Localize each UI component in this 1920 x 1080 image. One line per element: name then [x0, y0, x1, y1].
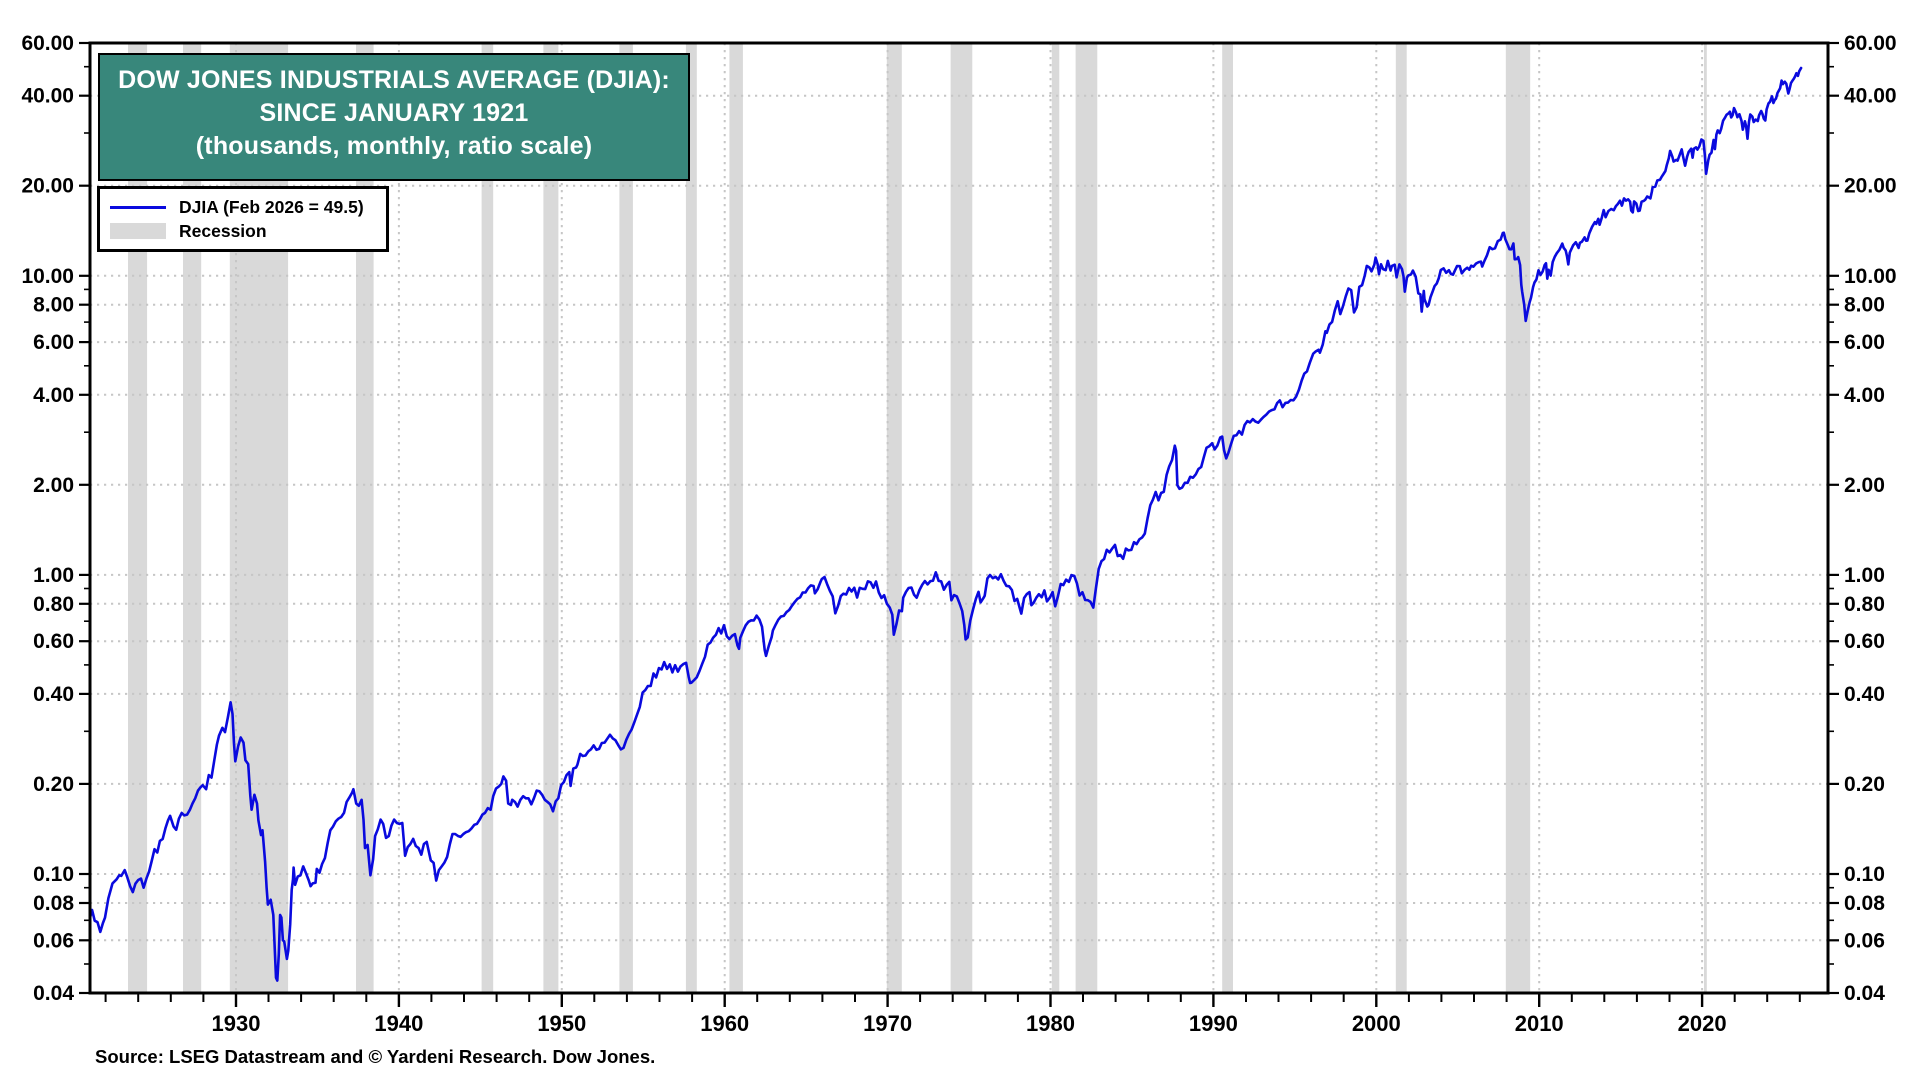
y-axis-label-left: 0.08 — [33, 892, 74, 915]
x-axis-label: 1990 — [1189, 1011, 1238, 1036]
recession-band — [685, 43, 697, 993]
recession-band — [729, 43, 743, 993]
recession-band — [356, 43, 374, 993]
recession-band — [128, 43, 148, 993]
y-axis-label-left: 0.04 — [33, 982, 74, 1005]
x-axis-label: 1960 — [700, 1011, 749, 1036]
y-axis-label-left: 0.80 — [33, 593, 74, 616]
y-axis-label-left: 8.00 — [33, 294, 74, 317]
y-axis-label-right: 0.60 — [1844, 630, 1885, 653]
y-axis-label-right: 8.00 — [1844, 294, 1885, 317]
y-axis-label-left: 10.00 — [21, 265, 74, 288]
y-axis-label-left: 0.60 — [33, 630, 74, 653]
legend-row-djia: DJIA (Feb 2026 = 49.5) — [110, 197, 376, 218]
x-axis-label: 1930 — [212, 1011, 261, 1036]
y-axis-label-right: 0.40 — [1844, 683, 1885, 706]
y-axis-label-left: 1.00 — [33, 564, 74, 587]
x-axis-label: 2010 — [1515, 1011, 1564, 1036]
recession-band — [886, 43, 902, 993]
chart-title-box: DOW JONES INDUSTRIALS AVERAGE (DJIA): SI… — [98, 53, 690, 181]
legend-row-recession: Recession — [110, 221, 376, 242]
x-axis-label: 2020 — [1678, 1011, 1727, 1036]
y-axis-label-left: 20.00 — [21, 175, 74, 198]
legend-box: DJIA (Feb 2026 = 49.5) Recession — [97, 186, 389, 252]
y-axis-label-right: 0.80 — [1844, 593, 1885, 616]
x-axis-label: 1950 — [537, 1011, 586, 1036]
y-axis-label-left: 0.06 — [33, 929, 74, 952]
y-axis-label-right: 0.06 — [1844, 929, 1885, 952]
legend-recession-label: Recession — [179, 220, 267, 241]
recession-band — [619, 43, 633, 993]
y-axis-label-left: 60.00 — [21, 32, 74, 55]
y-axis-label-left: 0.40 — [33, 683, 74, 706]
y-axis-label-right: 60.00 — [1844, 32, 1897, 55]
recession-band — [1222, 43, 1233, 993]
legend-djia-label: DJIA (Feb 2026 = 49.5) — [179, 196, 364, 217]
recession-band — [1075, 43, 1098, 993]
chart-title-line-3: (thousands, monthly, ratio scale) — [195, 132, 593, 160]
recession-swatch — [110, 223, 166, 239]
recession-band — [1505, 43, 1531, 993]
x-axis-label: 1940 — [374, 1011, 423, 1036]
djia-series-line — [88, 66, 1803, 982]
x-axis-label: 1980 — [1026, 1011, 1075, 1036]
recession-band — [950, 43, 973, 993]
recession-band — [1051, 43, 1060, 993]
y-axis-label-left: 4.00 — [33, 384, 74, 407]
y-axis-label-right: 0.04 — [1844, 982, 1885, 1005]
y-axis-label-right: 6.00 — [1844, 331, 1885, 354]
y-axis-label-right: 0.08 — [1844, 892, 1885, 915]
y-axis-label-right: 1.00 — [1844, 564, 1885, 587]
recession-band — [1704, 43, 1707, 993]
x-axis-label: 2000 — [1352, 1011, 1401, 1036]
y-axis-label-right: 2.00 — [1844, 474, 1885, 497]
plot-border — [88, 41, 1830, 995]
y-axis-label-left: 2.00 — [33, 474, 74, 497]
y-axis-label-right: 4.00 — [1844, 384, 1885, 407]
y-axis-label-right: 20.00 — [1844, 175, 1897, 198]
source-note: Source: LSEG Datastream and © Yardeni Re… — [95, 1046, 656, 1067]
chart-title-line-1: DOW JONES INDUSTRIALS AVERAGE (DJIA): — [118, 66, 670, 94]
recession-band — [183, 43, 202, 993]
djia-line-swatch — [110, 205, 166, 209]
y-axis-label-left: 0.20 — [33, 773, 74, 796]
recession-band — [1395, 43, 1407, 993]
recession-band — [481, 43, 494, 993]
chart-title-line-2: SINCE JANUARY 1921 — [259, 99, 529, 127]
x-axis-label: 1970 — [863, 1011, 912, 1036]
y-axis-label-left: 40.00 — [21, 85, 74, 108]
y-axis-label-right: 0.20 — [1844, 773, 1885, 796]
recession-band — [543, 43, 559, 993]
y-axis-label-right: 0.10 — [1844, 863, 1885, 886]
y-axis-label-left: 6.00 — [33, 331, 74, 354]
y-axis-label-right: 10.00 — [1844, 265, 1897, 288]
y-axis-label-left: 0.10 — [33, 863, 74, 886]
y-axis-label-right: 40.00 — [1844, 85, 1897, 108]
